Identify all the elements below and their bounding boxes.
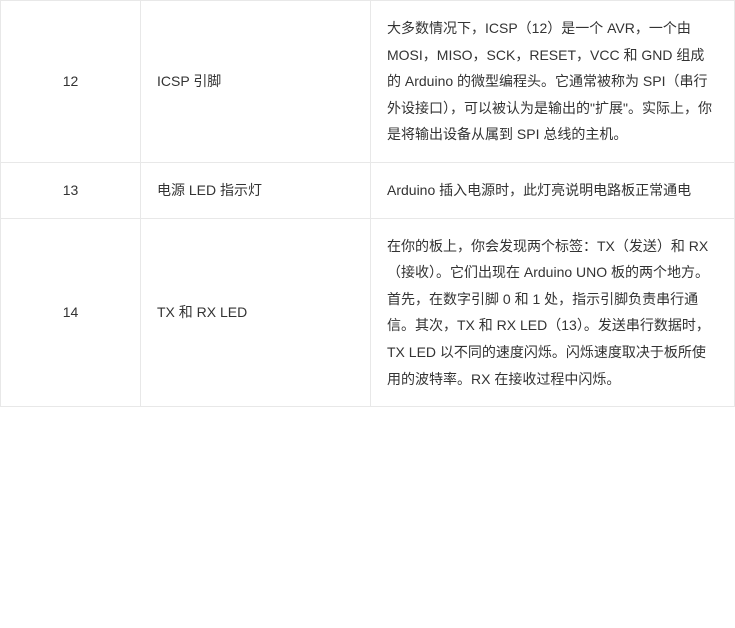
pin-desc-cell: Arduino 插入电源时，此灯亮说明电路板正常通电 [371, 162, 735, 218]
table-row: 13 电源 LED 指示灯 Arduino 插入电源时，此灯亮说明电路板正常通电 [1, 162, 735, 218]
pin-name-cell: 电源 LED 指示灯 [141, 162, 371, 218]
arduino-pins-table-container: 12 ICSP 引脚 大多数情况下，ICSP（12）是一个 AVR，一个由 MO… [0, 0, 735, 407]
pin-desc-cell: 在你的板上，你会发现两个标签：TX（发送）和 RX（接收）。它们出现在 Ardu… [371, 218, 735, 407]
pin-number-cell: 14 [1, 218, 141, 407]
table-row: 12 ICSP 引脚 大多数情况下，ICSP（12）是一个 AVR，一个由 MO… [1, 1, 735, 163]
pin-name-cell: ICSP 引脚 [141, 1, 371, 163]
table-row: 14 TX 和 RX LED 在你的板上，你会发现两个标签：TX（发送）和 RX… [1, 218, 735, 407]
pin-number-cell: 13 [1, 162, 141, 218]
pin-desc-cell: 大多数情况下，ICSP（12）是一个 AVR，一个由 MOSI，MISO，SCK… [371, 1, 735, 163]
pin-number-cell: 12 [1, 1, 141, 163]
pin-name-cell: TX 和 RX LED [141, 218, 371, 407]
arduino-pins-table: 12 ICSP 引脚 大多数情况下，ICSP（12）是一个 AVR，一个由 MO… [0, 0, 735, 407]
